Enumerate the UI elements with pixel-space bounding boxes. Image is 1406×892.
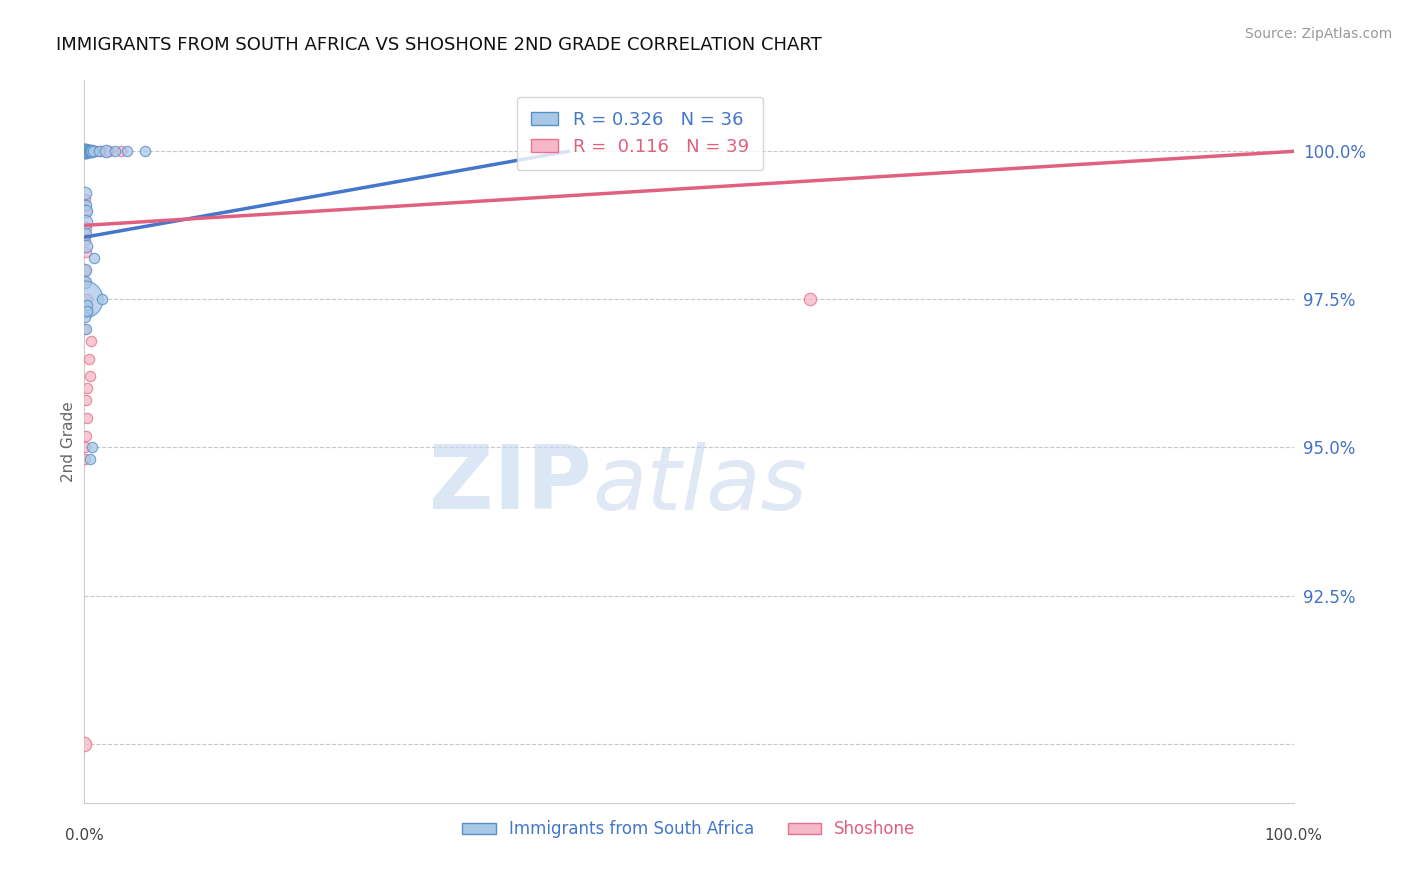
Point xyxy=(75,227,97,242)
Point xyxy=(75,275,97,289)
Point xyxy=(799,293,821,307)
Point xyxy=(75,275,97,289)
Point xyxy=(75,239,97,253)
Point xyxy=(73,322,96,336)
Point xyxy=(104,145,127,159)
Point xyxy=(80,145,103,159)
Point xyxy=(75,145,97,159)
Point xyxy=(73,262,96,277)
Point xyxy=(90,145,112,159)
Text: IMMIGRANTS FROM SOUTH AFRICA VS SHOSHONE 2ND GRADE CORRELATION CHART: IMMIGRANTS FROM SOUTH AFRICA VS SHOSHONE… xyxy=(56,36,823,54)
Point xyxy=(110,145,132,159)
Point xyxy=(87,145,110,159)
Point xyxy=(83,251,105,265)
Point xyxy=(73,293,96,307)
Point xyxy=(73,145,96,159)
Point xyxy=(76,304,98,318)
Text: Source: ZipAtlas.com: Source: ZipAtlas.com xyxy=(1244,27,1392,41)
Point xyxy=(73,145,96,159)
Text: ZIP: ZIP xyxy=(429,442,592,528)
Point xyxy=(76,381,98,395)
Point xyxy=(73,737,96,751)
Point xyxy=(79,452,101,467)
Point xyxy=(75,393,97,408)
Point xyxy=(76,293,98,307)
Point xyxy=(77,145,100,159)
Point xyxy=(76,145,98,159)
Point xyxy=(82,145,104,159)
Point xyxy=(79,145,101,159)
Point xyxy=(80,145,103,159)
Point xyxy=(77,351,100,366)
Point xyxy=(91,293,114,307)
Point xyxy=(76,298,98,312)
Point xyxy=(73,215,96,229)
Point xyxy=(115,145,138,159)
Point xyxy=(75,197,97,211)
Legend: Immigrants from South Africa, Shoshone: Immigrants from South Africa, Shoshone xyxy=(456,814,922,845)
Point xyxy=(82,145,104,159)
Y-axis label: 2nd Grade: 2nd Grade xyxy=(60,401,76,482)
Point xyxy=(75,441,97,455)
Point xyxy=(75,145,97,159)
Point xyxy=(75,203,97,218)
Point xyxy=(76,145,98,159)
Point xyxy=(86,145,108,159)
Point xyxy=(73,310,96,325)
Point xyxy=(82,145,104,159)
Point xyxy=(79,145,101,159)
Point xyxy=(77,145,100,159)
Point xyxy=(75,233,97,247)
Point xyxy=(76,145,98,159)
Point xyxy=(79,145,101,159)
Point xyxy=(79,369,101,384)
Point xyxy=(76,145,98,159)
Point xyxy=(134,145,156,159)
Point xyxy=(73,262,96,277)
Point xyxy=(80,145,103,159)
Point xyxy=(75,145,97,159)
Text: atlas: atlas xyxy=(592,442,807,528)
Point xyxy=(82,145,104,159)
Point xyxy=(75,145,97,159)
Point xyxy=(80,334,103,348)
Point xyxy=(97,145,120,159)
Text: 100.0%: 100.0% xyxy=(1264,828,1323,843)
Point xyxy=(75,203,97,218)
Point xyxy=(75,428,97,442)
Point xyxy=(77,304,100,318)
Point xyxy=(80,145,103,159)
Point xyxy=(75,192,97,206)
Point xyxy=(73,221,96,235)
Point xyxy=(76,410,98,425)
Point xyxy=(75,145,97,159)
Point xyxy=(94,145,117,159)
Point xyxy=(75,245,97,260)
Point xyxy=(73,452,96,467)
Text: 0.0%: 0.0% xyxy=(65,828,104,843)
Point xyxy=(73,186,96,200)
Point xyxy=(80,441,103,455)
Point xyxy=(79,145,101,159)
Point xyxy=(77,145,100,159)
Point xyxy=(77,145,100,159)
Point xyxy=(75,322,97,336)
Point xyxy=(77,145,100,159)
